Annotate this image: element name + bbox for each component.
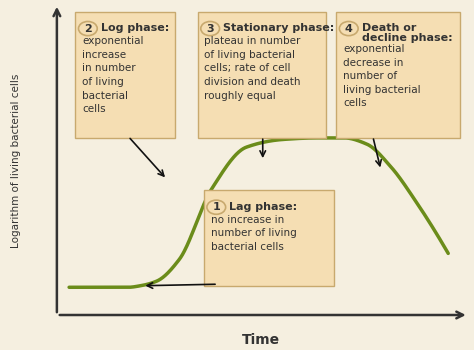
- Text: Log phase:: Log phase:: [101, 23, 169, 33]
- Text: Logarithm of living bacterial cells: Logarithm of living bacterial cells: [11, 74, 21, 248]
- Text: 3: 3: [206, 23, 214, 34]
- Circle shape: [339, 21, 358, 36]
- Text: exponential
decrease in
number of
living bacterial
cells: exponential decrease in number of living…: [343, 44, 420, 108]
- FancyBboxPatch shape: [204, 190, 334, 286]
- Text: 2: 2: [84, 23, 92, 34]
- Text: Time: Time: [242, 334, 280, 348]
- FancyBboxPatch shape: [198, 12, 326, 138]
- Text: Lag phase:: Lag phase:: [229, 202, 298, 212]
- Circle shape: [79, 21, 97, 36]
- Text: Death or: Death or: [362, 23, 416, 33]
- Text: exponential
increase
in number
of living
bacterial
cells: exponential increase in number of living…: [82, 36, 144, 114]
- Text: plateau in number
of living bacterial
cells; rate of cell
division and death
rou: plateau in number of living bacterial ce…: [204, 36, 301, 101]
- Text: no increase in
number of living
bacterial cells: no increase in number of living bacteria…: [210, 215, 296, 252]
- Circle shape: [201, 21, 219, 36]
- Text: 4: 4: [345, 23, 353, 34]
- Text: decline phase:: decline phase:: [362, 33, 452, 43]
- Text: Stationary phase:: Stationary phase:: [223, 23, 335, 33]
- Circle shape: [207, 200, 226, 214]
- Text: 1: 1: [212, 202, 220, 212]
- FancyBboxPatch shape: [75, 12, 175, 138]
- FancyBboxPatch shape: [336, 12, 460, 138]
